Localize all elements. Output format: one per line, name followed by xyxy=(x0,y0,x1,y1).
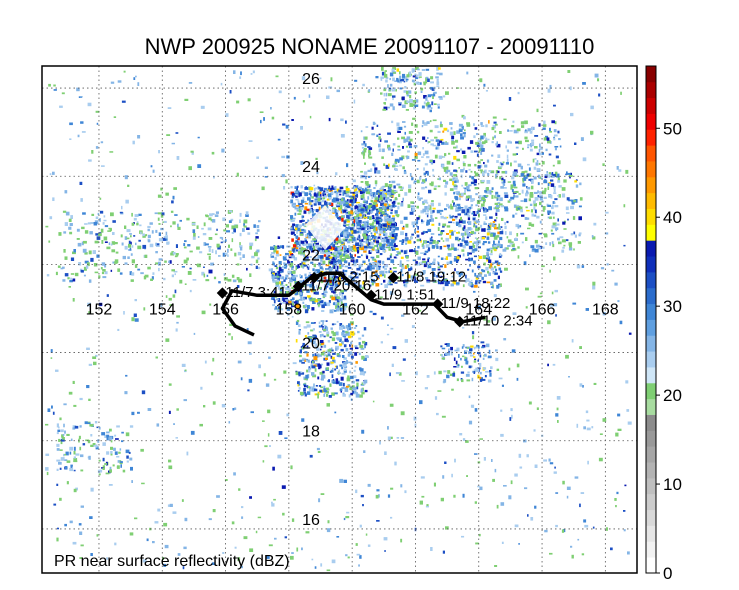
map-background xyxy=(42,66,637,573)
track-label-3: 11/9 1:51 xyxy=(374,286,435,303)
colorbar-segment-27 xyxy=(646,129,656,146)
lat-label-24: 24 xyxy=(302,159,320,176)
track-label-1: 11/7 20:16 xyxy=(301,277,371,294)
colorbar-segment-16 xyxy=(646,303,656,320)
colorbar-segment-10 xyxy=(646,398,656,415)
lat-label-22: 22 xyxy=(302,247,320,264)
lon-label-160: 160 xyxy=(339,301,366,318)
colorbar-segment-4 xyxy=(646,493,656,511)
colorbar-label-50: 50 xyxy=(663,119,682,138)
colorbar-frame xyxy=(645,65,657,574)
colorbar-segment-13 xyxy=(646,351,656,368)
colorbar-label-0: 0 xyxy=(663,564,672,583)
lon-label-154: 154 xyxy=(149,301,176,318)
colorbar-segment-2 xyxy=(646,525,656,542)
colorbar-segment-29 xyxy=(646,97,656,114)
colorbar-segment-5 xyxy=(646,477,656,495)
colorbar-segment-23 xyxy=(646,192,656,209)
track-label-2: 11/8 2:15 xyxy=(317,269,378,286)
longitude-labels: 152 154 156 158 160 162 164 166 168 xyxy=(86,301,619,318)
colorbar xyxy=(645,65,657,574)
colorbar-segment-25 xyxy=(646,161,656,178)
colorbar-segment-22 xyxy=(646,208,656,225)
track-point-4 xyxy=(387,271,399,284)
colorbar-segment-21 xyxy=(646,224,656,241)
colorbar-segment-31 xyxy=(646,66,656,83)
track-label-0: 11/7 3:41 xyxy=(225,284,286,301)
lon-label-158: 158 xyxy=(276,301,303,318)
track-point-0 xyxy=(216,287,229,299)
colorbar-segment-20 xyxy=(646,240,656,257)
track-line xyxy=(220,271,486,337)
colorbar-segment-24 xyxy=(646,176,656,194)
colorbar-segment-1 xyxy=(646,541,656,558)
colorbar-segment-14 xyxy=(646,335,656,352)
colorbar-segment-30 xyxy=(646,81,656,99)
lon-label-152: 152 xyxy=(86,301,113,318)
track-point-2 xyxy=(308,271,320,284)
colorbar-label-40: 40 xyxy=(663,208,682,227)
chart-title: NWP 200925 NONAME 20091107 - 20091110 xyxy=(144,34,595,59)
footer-label: PR near surface reflectivity (dBZ) xyxy=(54,553,290,570)
track-point-6 xyxy=(454,316,466,328)
map-frame xyxy=(41,65,638,574)
track-point-3 xyxy=(365,289,377,301)
lon-label-166: 166 xyxy=(529,301,556,318)
lat-label-26: 26 xyxy=(302,71,320,88)
track-point-1 xyxy=(292,280,305,293)
colorbar-tick-labels: 0 10 20 30 40 50 xyxy=(656,119,682,583)
colorbar-segment-15 xyxy=(646,319,656,336)
colorbar-segment-11 xyxy=(646,382,656,400)
track-label-5: 11/9 18:22 xyxy=(441,295,511,312)
reflectivity-field xyxy=(45,66,632,572)
colorbar-segment-7 xyxy=(646,446,656,463)
colorbar-segment-3 xyxy=(646,509,656,526)
lon-label-168: 168 xyxy=(592,301,619,318)
colorbar-segment-17 xyxy=(646,287,656,305)
lat-label-20: 20 xyxy=(302,336,320,353)
colorbar-segment-28 xyxy=(646,113,656,130)
lat-label-16: 16 xyxy=(302,512,320,529)
colorbar-segment-12 xyxy=(646,367,656,384)
colorbar-segment-19 xyxy=(646,256,656,273)
colorbar-label-30: 30 xyxy=(663,297,682,316)
lat-label-18: 18 xyxy=(302,424,320,441)
latitude-labels: 16 18 20 22 24 26 xyxy=(302,71,320,529)
track-point-5 xyxy=(431,298,444,310)
colorbar-segment-8 xyxy=(646,430,656,447)
colorbar-label-10: 10 xyxy=(663,475,682,494)
colorbar-segment-18 xyxy=(646,271,656,289)
colorbar-segment-6 xyxy=(646,462,656,479)
colorbar-label-20: 20 xyxy=(663,386,682,405)
track-label-4: 11/8 19:12 xyxy=(396,269,466,286)
track-label-6: 11/10 2:34 xyxy=(463,313,533,330)
lat-lon-grid xyxy=(42,66,637,573)
colorbar-segment-26 xyxy=(646,145,656,162)
colorbar-segment-9 xyxy=(646,414,656,431)
lon-label-164: 164 xyxy=(465,301,492,318)
colorbar-segment-0 xyxy=(646,557,656,574)
